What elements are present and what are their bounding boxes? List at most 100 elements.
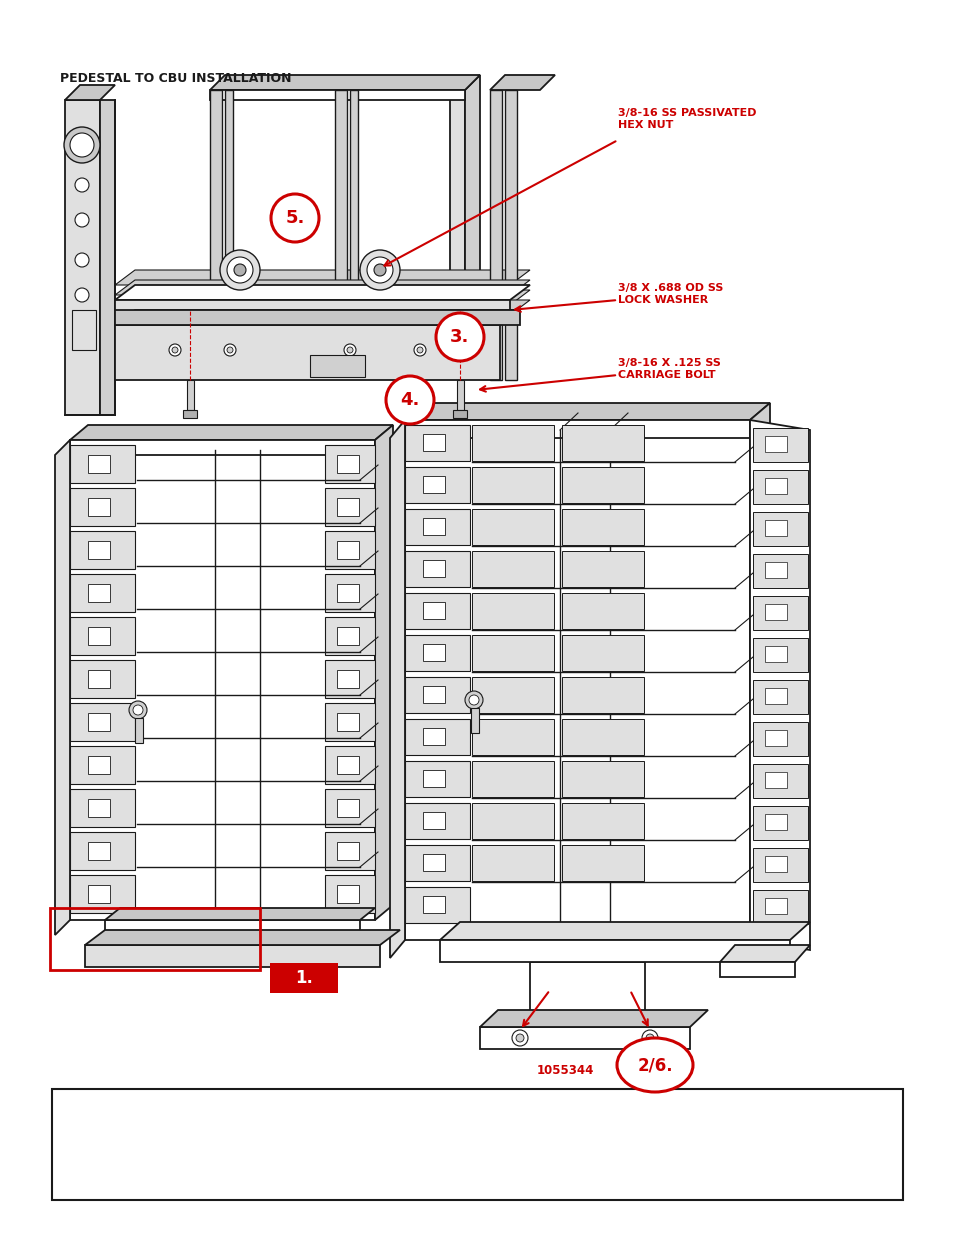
Bar <box>422 601 444 619</box>
Bar <box>71 310 96 350</box>
Polygon shape <box>479 1010 707 1028</box>
Bar <box>336 541 358 559</box>
Polygon shape <box>115 270 530 285</box>
Circle shape <box>469 695 478 705</box>
Bar <box>70 746 135 784</box>
Text: 3/8-16 SS PASSIVATED
HEX NUT: 3/8-16 SS PASSIVATED HEX NUT <box>618 107 756 131</box>
Bar <box>752 890 807 924</box>
Bar <box>88 713 110 731</box>
Bar <box>405 635 470 671</box>
Polygon shape <box>115 280 530 295</box>
Polygon shape <box>115 325 499 380</box>
Bar <box>752 638 807 672</box>
Bar <box>439 940 789 962</box>
Bar <box>325 618 375 655</box>
Bar <box>70 440 375 920</box>
Polygon shape <box>464 75 479 325</box>
Bar <box>85 945 379 967</box>
Bar <box>561 509 643 545</box>
Bar <box>336 454 358 473</box>
Circle shape <box>220 249 260 290</box>
Bar <box>472 719 554 755</box>
Bar <box>405 845 470 881</box>
Bar <box>405 467 470 503</box>
Bar <box>764 436 786 452</box>
Text: 3.: 3. <box>450 329 469 346</box>
Bar <box>70 703 135 741</box>
Bar <box>422 643 444 661</box>
Bar <box>88 842 110 860</box>
Bar <box>422 727 444 745</box>
Bar <box>336 498 358 516</box>
Bar <box>530 962 644 1028</box>
Bar <box>752 848 807 882</box>
Bar <box>70 531 135 569</box>
Bar <box>88 541 110 559</box>
Polygon shape <box>115 300 510 320</box>
Circle shape <box>233 264 246 275</box>
Polygon shape <box>115 310 519 325</box>
Bar <box>50 908 260 969</box>
Bar <box>88 799 110 818</box>
Polygon shape <box>390 420 405 958</box>
Circle shape <box>224 345 235 356</box>
Bar <box>88 885 110 903</box>
Circle shape <box>75 212 89 227</box>
Bar <box>471 708 478 734</box>
Bar <box>336 842 358 860</box>
Circle shape <box>75 253 89 267</box>
Bar <box>70 789 135 827</box>
Bar <box>405 425 470 461</box>
Bar <box>472 509 554 545</box>
Bar <box>752 597 807 630</box>
Bar <box>764 688 786 704</box>
Bar <box>479 1028 689 1049</box>
Bar <box>336 799 358 818</box>
Polygon shape <box>210 75 479 90</box>
Polygon shape <box>115 310 519 325</box>
Circle shape <box>359 249 399 290</box>
Bar <box>752 429 807 462</box>
Circle shape <box>344 345 355 356</box>
Bar <box>764 814 786 830</box>
Bar <box>70 440 375 454</box>
Polygon shape <box>115 300 530 315</box>
Polygon shape <box>115 290 530 305</box>
Bar <box>405 719 470 755</box>
Bar <box>405 509 470 545</box>
Bar <box>764 604 786 620</box>
Bar <box>187 380 193 410</box>
Bar <box>405 420 749 940</box>
Bar <box>336 713 358 731</box>
Polygon shape <box>439 923 809 940</box>
Bar <box>490 90 501 380</box>
Circle shape <box>386 375 434 424</box>
Circle shape <box>641 1030 658 1046</box>
Circle shape <box>456 347 462 353</box>
Bar <box>405 593 470 629</box>
Bar <box>422 853 444 871</box>
Bar <box>472 845 554 881</box>
Polygon shape <box>65 100 100 415</box>
Text: 1055344: 1055344 <box>536 1063 593 1077</box>
Text: 5.: 5. <box>285 209 304 227</box>
Bar <box>135 718 143 743</box>
Bar <box>325 445 375 483</box>
Bar <box>504 90 517 380</box>
Bar <box>210 90 464 100</box>
Bar <box>561 803 643 839</box>
Bar <box>325 659 375 698</box>
Bar <box>472 803 554 839</box>
Bar <box>752 806 807 840</box>
Bar <box>88 454 110 473</box>
Bar <box>764 562 786 578</box>
Bar <box>472 425 554 461</box>
Bar <box>422 811 444 829</box>
Bar <box>225 90 233 325</box>
Bar <box>561 635 643 671</box>
Circle shape <box>227 257 253 283</box>
Bar <box>336 671 358 688</box>
Bar <box>764 730 786 746</box>
Bar <box>88 627 110 645</box>
Text: 4.: 4. <box>400 391 419 409</box>
